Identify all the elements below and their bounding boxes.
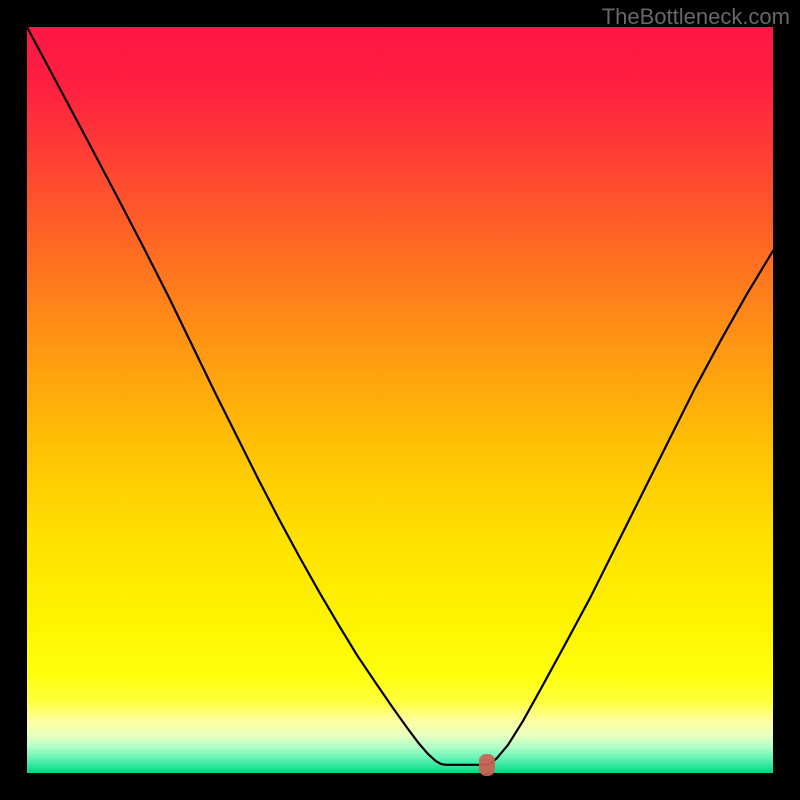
- bottleneck-curve: [27, 27, 773, 765]
- chart-container: TheBottleneck.com: [0, 0, 800, 800]
- curve-layer: [27, 27, 773, 773]
- plot-area: [27, 27, 773, 773]
- bottleneck-marker: [479, 754, 495, 776]
- marker-pill: [479, 754, 495, 776]
- watermark-text: TheBottleneck.com: [602, 4, 790, 30]
